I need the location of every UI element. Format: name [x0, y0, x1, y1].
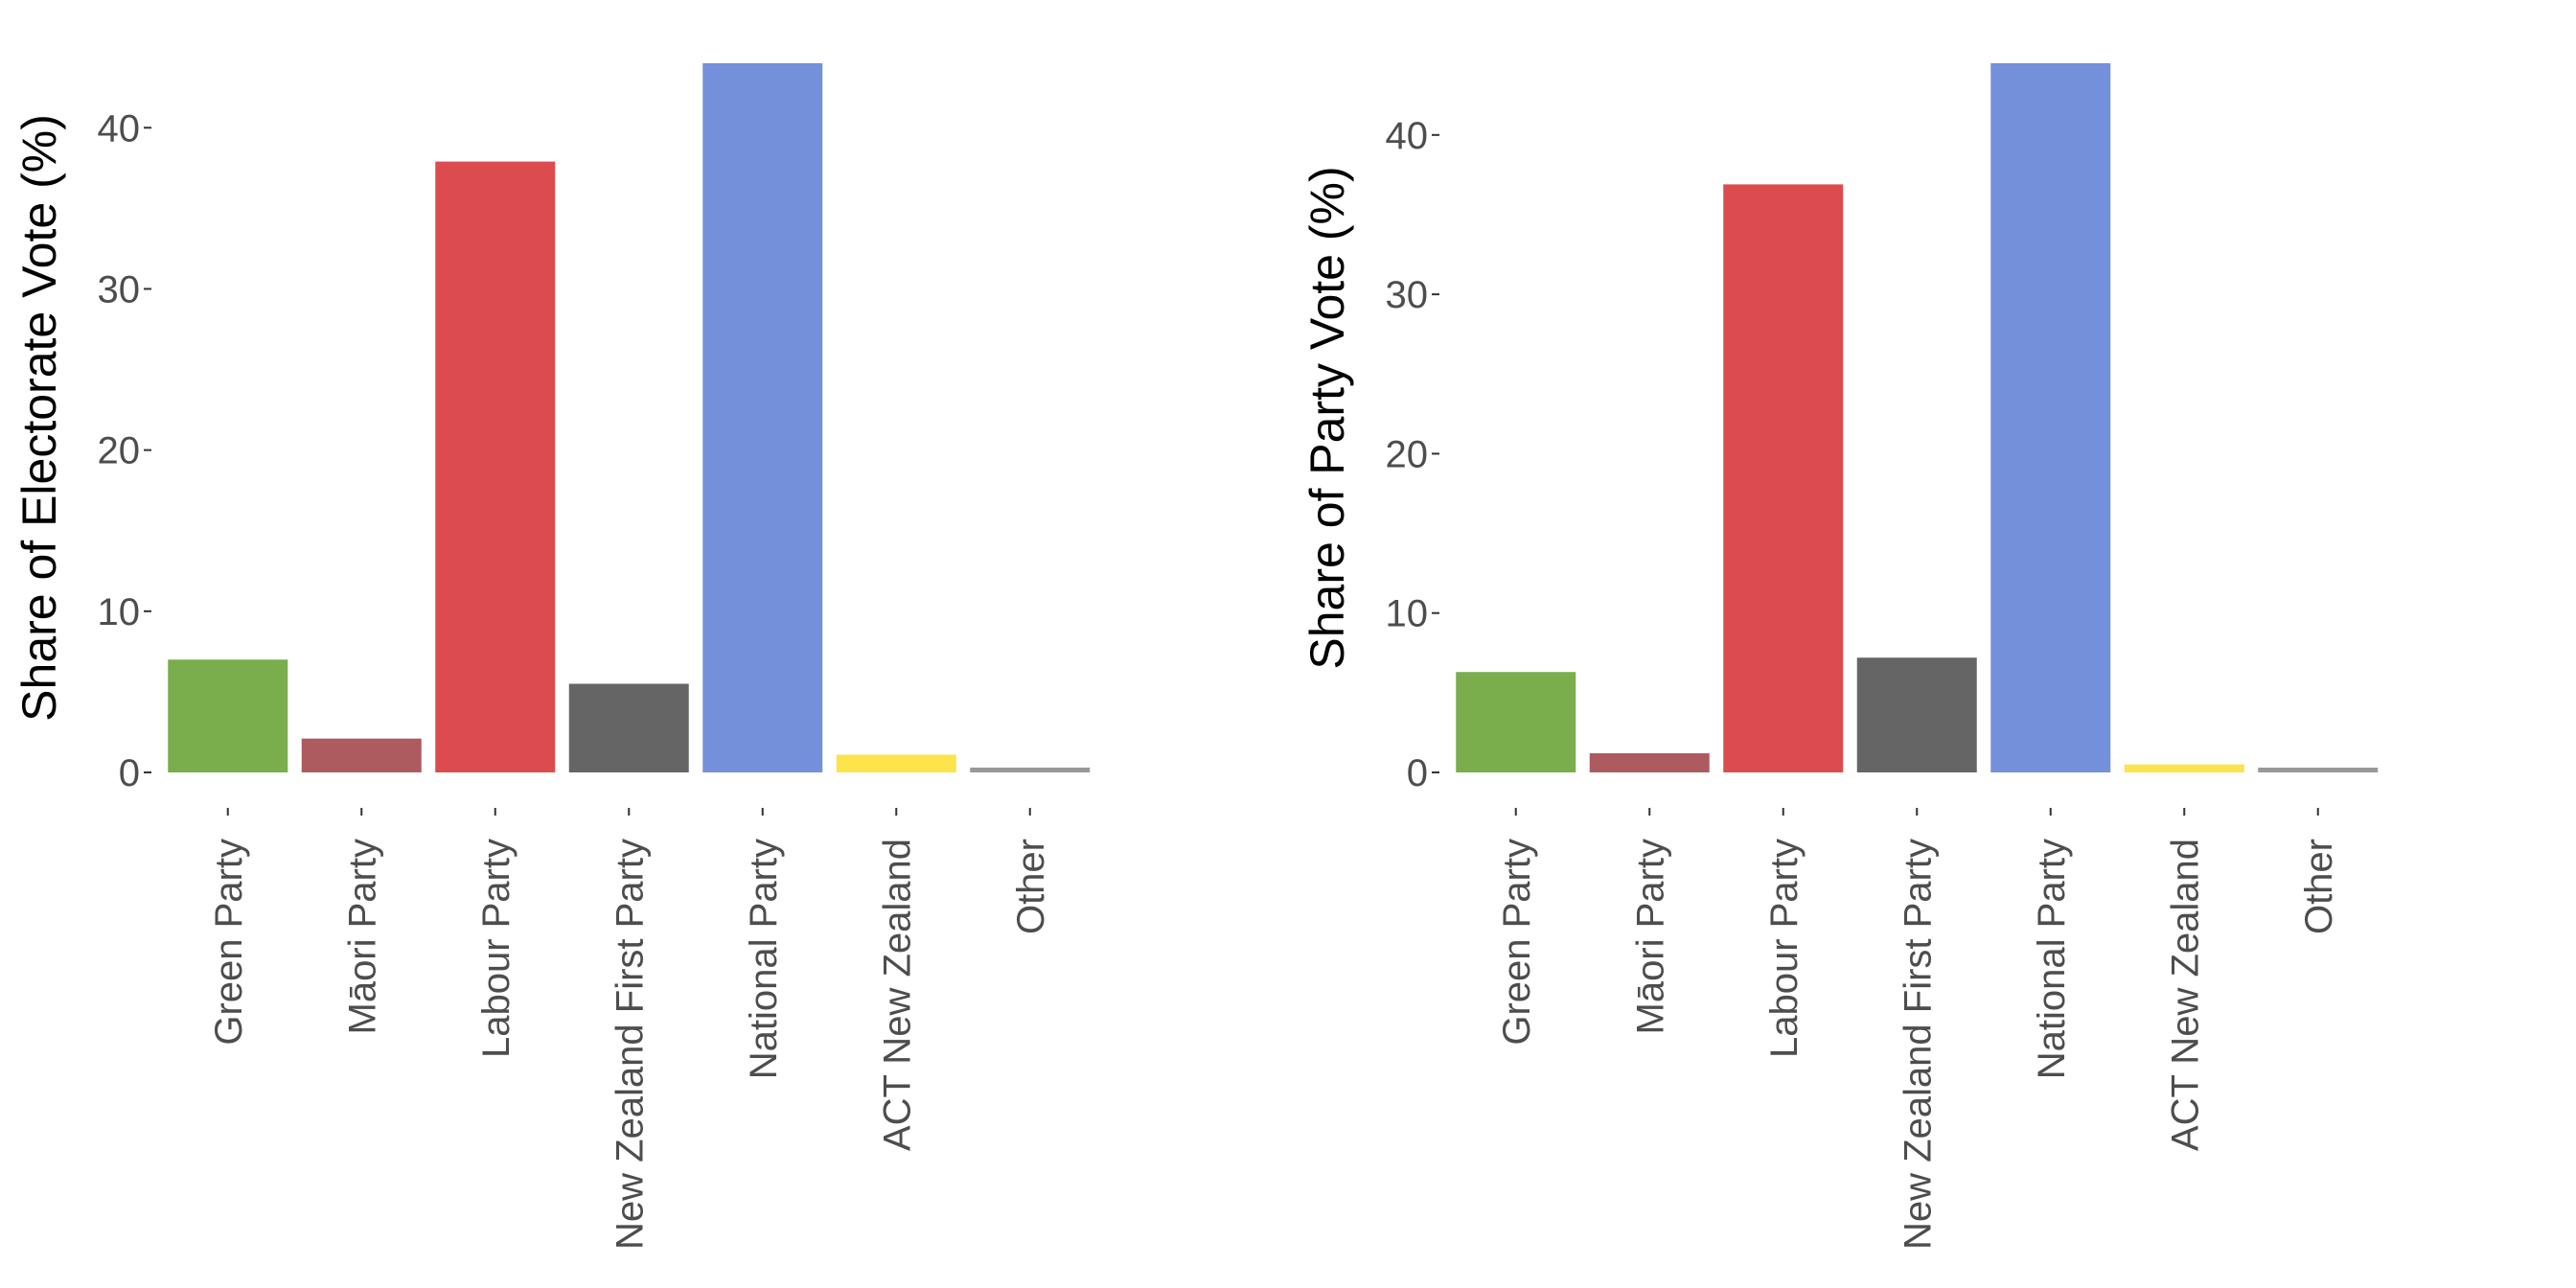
electorate-vote-chart-svg: 0 10 20 30 40 Green Party Māori Party Labour Pa… [12, 63, 1091, 1250]
y-tick-label: 40 [98, 107, 141, 150]
x-tick-label-new-zealand-first-party: New Zealand First Party [609, 839, 651, 1250]
x-tick-label-labour-party: Labour Party [475, 839, 518, 1058]
y-tick-label: 20 [1386, 433, 1429, 475]
y-tick-label: 30 [98, 268, 141, 310]
y-tick-label: 10 [1386, 593, 1429, 635]
bar-labour-party [435, 161, 556, 772]
x-tick-label-labour-party: Labour Party [1763, 839, 1806, 1058]
x-tick-label-maori-party: Māori Party [341, 839, 383, 1035]
x-tick-label-act-new-zealand: ACT New Zealand [2164, 839, 2206, 1151]
x-tick-label-other: Other [2298, 839, 2340, 934]
x-tick-label-other: Other [1010, 839, 1052, 934]
x-tick-label-national-party: National Party [743, 839, 785, 1079]
x-tick-label-national-party: National Party [2031, 839, 2073, 1079]
party-vote-chart: 0 10 20 30 40 Green Party Māori Party Labour Pa… [1288, 0, 2576, 1288]
bar-labour-party [1723, 184, 1844, 772]
bar-national-party [702, 63, 823, 772]
bar-national-party [1990, 63, 2111, 772]
y-tick-label: 30 [1386, 274, 1429, 316]
x-tick-label-green-party: Green Party [1496, 839, 1538, 1046]
y-tick-label: 10 [98, 591, 141, 633]
bar-other [970, 767, 1091, 772]
bar-green-party [1456, 672, 1576, 772]
x-tick-label-maori-party: Māori Party [1629, 839, 1671, 1035]
party-vote-chart-svg: 0 10 20 30 40 Green Party Māori Party Labour Pa… [1300, 63, 2379, 1250]
y-axis-title: Share of Electorate Vote (%) [12, 114, 66, 722]
bar-act-new-zealand [2124, 764, 2244, 772]
y-tick-label: 0 [1407, 752, 1428, 794]
bar-new-zealand-first-party [568, 683, 689, 772]
x-tick-label-act-new-zealand: ACT New Zealand [876, 839, 918, 1151]
bar-other [2258, 768, 2379, 772]
x-tick-label-new-zealand-first-party: New Zealand First Party [1897, 839, 1939, 1250]
y-tick-label: 40 [1386, 115, 1429, 157]
y-axis-title: Share of Party Vote (%) [1300, 166, 1354, 669]
electorate-vote-chart: 0 10 20 30 40 Green Party Māori Party Labour Pa… [12, 63, 1091, 1250]
y-tick-label: 20 [98, 430, 141, 472]
bar-act-new-zealand [836, 754, 956, 772]
bar-maori-party [1589, 753, 1710, 772]
bar-green-party [168, 659, 288, 772]
bar-maori-party [301, 738, 422, 772]
bar-new-zealand-first-party [1856, 657, 1977, 772]
y-tick-label: 0 [119, 752, 140, 794]
x-tick-label-green-party: Green Party [208, 839, 250, 1046]
